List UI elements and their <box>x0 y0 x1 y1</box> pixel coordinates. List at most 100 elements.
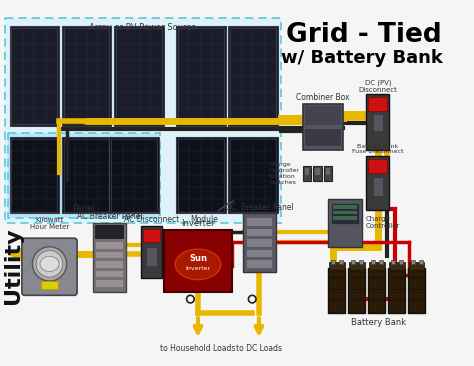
Text: Panel: Panel <box>73 205 95 213</box>
Ellipse shape <box>175 249 221 280</box>
Bar <box>228 26 278 126</box>
Text: Array or PV Power Source: Array or PV Power Source <box>89 23 196 32</box>
Text: Battery Bank
Fuse Disconnect: Battery Bank Fuse Disconnect <box>352 143 403 154</box>
Bar <box>8 132 160 218</box>
Text: AC Breaker Panel: AC Breaker Panel <box>77 212 142 221</box>
Bar <box>111 139 157 212</box>
Bar <box>96 261 123 268</box>
Bar <box>368 159 387 172</box>
Text: Charge
Controller: Charge Controller <box>365 216 400 229</box>
Bar <box>368 268 385 313</box>
Text: Utility: Utility <box>3 228 23 304</box>
Text: w/ Battery Bank: w/ Battery Bank <box>281 49 443 67</box>
Bar <box>246 218 272 226</box>
Bar <box>391 260 395 264</box>
Bar <box>333 216 357 220</box>
Bar <box>96 270 123 277</box>
Bar <box>349 262 365 270</box>
Bar <box>146 247 157 266</box>
Bar <box>11 28 57 124</box>
Bar <box>333 205 357 209</box>
Text: Combiner Box: Combiner Box <box>296 93 349 102</box>
Bar <box>359 260 363 264</box>
Ellipse shape <box>32 247 67 281</box>
Text: Inverter: Inverter <box>185 266 210 271</box>
Bar <box>373 177 383 196</box>
Bar <box>246 250 272 257</box>
Text: Battery Bank: Battery Bank <box>351 318 406 327</box>
Bar <box>399 260 402 264</box>
Text: DC (PV)
Disconnect: DC (PV) Disconnect <box>358 79 397 93</box>
Bar <box>348 268 365 313</box>
Bar <box>230 139 276 212</box>
Bar <box>408 268 426 313</box>
Bar <box>243 213 276 272</box>
Bar <box>178 28 224 124</box>
Bar <box>9 137 59 213</box>
FancyBboxPatch shape <box>22 238 77 295</box>
Bar <box>333 210 357 214</box>
Bar <box>305 168 310 175</box>
Bar <box>409 262 425 270</box>
Ellipse shape <box>40 256 59 272</box>
Ellipse shape <box>36 251 63 277</box>
Text: Charge
Controller
Isolation
Switches: Charge Controller Isolation Switches <box>269 162 300 185</box>
Bar <box>246 239 272 247</box>
Bar <box>109 137 159 213</box>
Bar <box>303 104 343 150</box>
Bar <box>176 26 226 126</box>
Bar <box>176 137 226 213</box>
Bar <box>228 137 278 213</box>
Bar <box>96 280 123 287</box>
Bar <box>366 156 389 210</box>
Bar <box>315 168 320 175</box>
Bar <box>9 26 59 126</box>
Bar <box>116 28 162 124</box>
Bar <box>351 260 355 264</box>
Bar <box>326 168 330 175</box>
Bar <box>313 166 322 181</box>
Bar <box>230 28 276 124</box>
Bar <box>379 260 383 264</box>
Bar <box>366 94 389 150</box>
Bar <box>246 229 272 236</box>
Bar <box>419 260 423 264</box>
Bar <box>388 268 405 313</box>
Bar <box>305 129 341 146</box>
Bar <box>5 18 281 223</box>
Bar <box>64 139 109 212</box>
Bar <box>331 260 335 264</box>
Bar <box>62 26 111 126</box>
Bar <box>339 260 343 264</box>
Bar <box>11 139 57 212</box>
Bar <box>95 225 124 239</box>
Bar <box>93 223 126 291</box>
Text: AC Disconnect: AC Disconnect <box>124 215 179 224</box>
Bar <box>246 260 272 268</box>
Text: Sun: Sun <box>189 254 207 263</box>
Text: Module: Module <box>191 201 234 224</box>
Text: Inverter: Inverter <box>181 219 215 228</box>
Text: to DC Loads: to DC Loads <box>236 344 282 353</box>
Bar <box>373 113 383 131</box>
Bar <box>143 229 160 242</box>
Bar <box>331 203 359 224</box>
Bar <box>178 139 224 212</box>
Bar <box>329 262 345 270</box>
Bar <box>164 229 232 291</box>
Bar <box>389 262 404 270</box>
Bar <box>324 166 332 181</box>
Bar <box>41 281 58 289</box>
Text: to Household Loads: to Household Loads <box>160 344 236 353</box>
Text: Kilowatt
Hour Meter: Kilowatt Hour Meter <box>30 217 69 229</box>
Text: DC  Breaker Panel: DC Breaker Panel <box>225 202 294 212</box>
Bar <box>411 260 415 264</box>
Text: Grid - Tied: Grid - Tied <box>285 22 441 48</box>
Bar <box>114 26 164 126</box>
Bar <box>368 97 387 111</box>
Bar <box>305 106 341 125</box>
Bar <box>303 166 311 181</box>
Bar <box>369 262 384 270</box>
Bar <box>64 28 109 124</box>
Bar <box>328 268 346 313</box>
